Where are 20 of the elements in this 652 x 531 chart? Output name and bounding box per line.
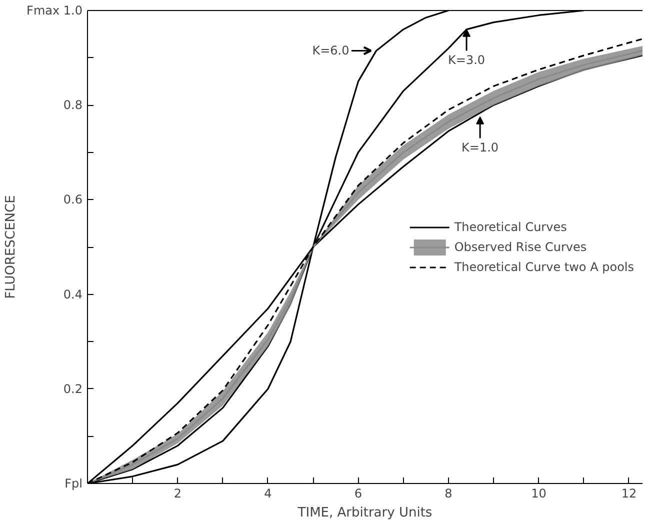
x-tick-label: 4	[264, 486, 272, 500]
annotation: K=1.0	[462, 140, 499, 155]
x-tick-label: 10	[531, 486, 546, 500]
y-tick-label: Fpl	[64, 476, 83, 490]
y-tick-label: 0.4	[63, 287, 83, 302]
y-tick-label: 0.6	[63, 192, 83, 207]
legend-label: Theoretical Curves	[454, 220, 567, 234]
legend-label: Observed Rise Curves	[454, 240, 587, 254]
x-tick-label: 2	[174, 486, 182, 500]
y-tick-label: 0.8	[63, 98, 83, 112]
y-tick-label: 0.2	[63, 382, 83, 396]
y-tick-label: Fmax 1.0	[26, 4, 83, 18]
x-tick-label: 6	[354, 486, 362, 500]
legend-label: Theoretical Curve two A pools	[454, 260, 634, 274]
y-axis-title: FLUORESCENCE	[4, 195, 19, 299]
x-tick-label: 8	[444, 486, 452, 500]
annotation: K=3.0	[448, 53, 486, 68]
x-tick-label: 12	[621, 486, 637, 500]
x-axis-title: TIME, Arbitrary Units	[296, 506, 432, 520]
annotation: K=6.0	[312, 44, 350, 58]
